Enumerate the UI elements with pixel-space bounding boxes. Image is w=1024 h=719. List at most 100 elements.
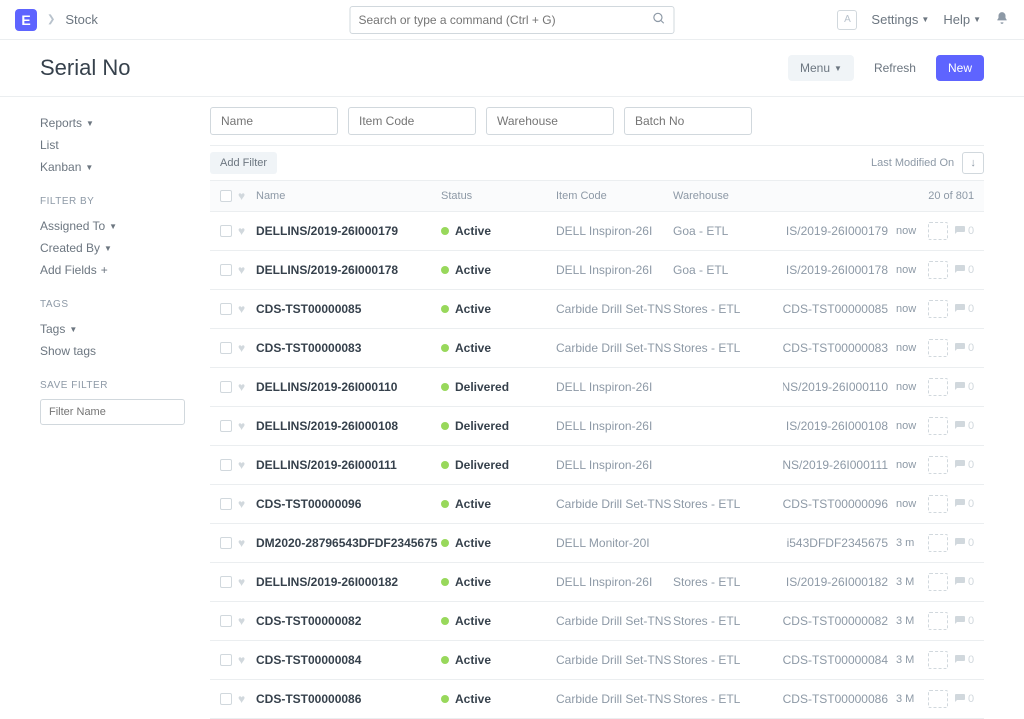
sidebar-item-list[interactable]: List (40, 134, 185, 156)
row-name[interactable]: DELLINS/2019-26I000108 (256, 419, 441, 433)
bell-icon[interactable] (995, 11, 1009, 28)
row-name[interactable]: CDS-TST00000084 (256, 653, 441, 667)
comment-indicator[interactable]: 0 (954, 693, 974, 705)
col-header-item[interactable]: Item Code (556, 190, 673, 202)
add-filter-button[interactable]: Add Filter (210, 152, 277, 174)
comment-indicator[interactable]: 0 (954, 381, 974, 393)
table-row[interactable]: ♥CDS-TST00000083ActiveCarbide Drill Set-… (210, 329, 984, 368)
heart-icon[interactable]: ♥ (238, 458, 256, 472)
assign-placeholder[interactable] (928, 495, 948, 513)
heart-icon[interactable]: ♥ (238, 419, 256, 433)
col-header-status[interactable]: Status (441, 190, 556, 202)
new-button[interactable]: New (936, 55, 984, 81)
table-row[interactable]: ♥CDS-TST00000082ActiveCarbide Drill Set-… (210, 602, 984, 641)
row-checkbox[interactable] (220, 303, 238, 315)
comment-indicator[interactable]: 0 (954, 498, 974, 510)
assign-placeholder[interactable] (928, 339, 948, 357)
sidebar-item-add-fields[interactable]: Add Fields + (40, 259, 185, 281)
sidebar-item-tags[interactable]: Tags▼ (40, 318, 185, 340)
breadcrumb[interactable]: Stock (65, 12, 98, 27)
comment-indicator[interactable]: 0 (954, 654, 974, 666)
comment-indicator[interactable]: 0 (954, 537, 974, 549)
row-name[interactable]: CDS-TST00000096 (256, 497, 441, 511)
sort-direction-button[interactable]: ↓ (962, 152, 984, 174)
col-header-warehouse[interactable]: Warehouse (673, 190, 783, 202)
col-header-name[interactable]: Name (256, 190, 441, 202)
avatar[interactable]: A (837, 10, 857, 30)
heart-icon[interactable]: ♥ (238, 692, 256, 706)
filter-item-code[interactable] (348, 107, 476, 135)
assign-placeholder[interactable] (928, 534, 948, 552)
assign-placeholder[interactable] (928, 300, 948, 318)
assign-placeholder[interactable] (928, 456, 948, 474)
menu-button[interactable]: Menu▼ (788, 55, 854, 81)
heart-icon[interactable]: ♥ (238, 224, 256, 238)
row-checkbox[interactable] (220, 654, 238, 666)
row-checkbox[interactable] (220, 537, 238, 549)
select-all-checkbox[interactable] (220, 190, 238, 202)
table-row[interactable]: ♥CDS-TST00000084ActiveCarbide Drill Set-… (210, 641, 984, 680)
heart-icon[interactable]: ♥ (238, 614, 256, 628)
settings-menu[interactable]: Settings▼ (871, 12, 929, 27)
table-row[interactable]: ♥DM2020-28796543DFDF2345675ActiveDELL Mo… (210, 524, 984, 563)
app-logo[interactable]: E (15, 9, 37, 31)
row-name[interactable]: DELLINS/2019-26I000110 (256, 380, 441, 394)
row-name[interactable]: DELLINS/2019-26I000182 (256, 575, 441, 589)
row-checkbox[interactable] (220, 381, 238, 393)
comment-indicator[interactable]: 0 (954, 264, 974, 276)
filter-name-input[interactable] (40, 399, 185, 425)
sidebar-item-created-by[interactable]: Created By▼ (40, 237, 185, 259)
row-checkbox[interactable] (220, 615, 238, 627)
table-row[interactable]: ♥DELLINS/2019-26I000110DeliveredDELL Ins… (210, 368, 984, 407)
row-name[interactable]: DM2020-28796543DFDF2345675 (256, 536, 441, 550)
row-checkbox[interactable] (220, 264, 238, 276)
row-name[interactable]: CDS-TST00000086 (256, 692, 441, 706)
heart-icon[interactable]: ♥ (238, 497, 256, 511)
table-row[interactable]: ♥DELLINS/2019-26I000178ActiveDELL Inspir… (210, 251, 984, 290)
comment-indicator[interactable]: 0 (954, 342, 974, 354)
heart-icon[interactable]: ♥ (238, 263, 256, 277)
assign-placeholder[interactable] (928, 651, 948, 669)
comment-indicator[interactable]: 0 (954, 225, 974, 237)
assign-placeholder[interactable] (928, 417, 948, 435)
row-name[interactable]: DELLINS/2019-26I000178 (256, 263, 441, 277)
filter-name[interactable] (210, 107, 338, 135)
row-checkbox[interactable] (220, 459, 238, 471)
refresh-button[interactable]: Refresh (862, 55, 928, 81)
heart-icon[interactable]: ♥ (238, 536, 256, 550)
sidebar-item-show-tags[interactable]: Show tags (40, 340, 185, 362)
assign-placeholder[interactable] (928, 612, 948, 630)
row-name[interactable]: CDS-TST00000083 (256, 341, 441, 355)
row-checkbox[interactable] (220, 693, 238, 705)
assign-placeholder[interactable] (928, 378, 948, 396)
row-checkbox[interactable] (220, 498, 238, 510)
row-checkbox[interactable] (220, 342, 238, 354)
sidebar-item-assigned-to[interactable]: Assigned To▼ (40, 215, 185, 237)
sort-label[interactable]: Last Modified On (871, 157, 954, 169)
assign-placeholder[interactable] (928, 573, 948, 591)
table-row[interactable]: ♥DELLINS/2019-26I000182ActiveDELL Inspir… (210, 563, 984, 602)
global-search[interactable] (350, 6, 675, 34)
row-checkbox[interactable] (220, 225, 238, 237)
assign-placeholder[interactable] (928, 690, 948, 708)
table-row[interactable]: ♥DELLINS/2019-26I000179ActiveDELL Inspir… (210, 212, 984, 251)
sidebar-item-reports[interactable]: Reports▼ (40, 112, 185, 134)
heart-icon[interactable]: ♥ (238, 380, 256, 394)
filter-batch-no[interactable] (624, 107, 752, 135)
assign-placeholder[interactable] (928, 261, 948, 279)
comment-indicator[interactable]: 0 (954, 615, 974, 627)
table-row[interactable]: ♥CDS-TST00000096ActiveCarbide Drill Set-… (210, 485, 984, 524)
row-checkbox[interactable] (220, 420, 238, 432)
sidebar-item-kanban[interactable]: Kanban▼ (40, 156, 185, 178)
row-name[interactable]: CDS-TST00000085 (256, 302, 441, 316)
comment-indicator[interactable]: 0 (954, 576, 974, 588)
row-checkbox[interactable] (220, 576, 238, 588)
filter-warehouse[interactable] (486, 107, 614, 135)
heart-icon[interactable]: ♥ (238, 575, 256, 589)
row-name[interactable]: CDS-TST00000082 (256, 614, 441, 628)
comment-indicator[interactable]: 0 (954, 303, 974, 315)
table-row[interactable]: ♥DELLINS/2019-26I000111DeliveredDELL Ins… (210, 446, 984, 485)
row-name[interactable]: DELLINS/2019-26I000179 (256, 224, 441, 238)
heart-icon[interactable]: ♥ (238, 341, 256, 355)
table-row[interactable]: ♥CDS-TST00000086ActiveCarbide Drill Set-… (210, 680, 984, 719)
